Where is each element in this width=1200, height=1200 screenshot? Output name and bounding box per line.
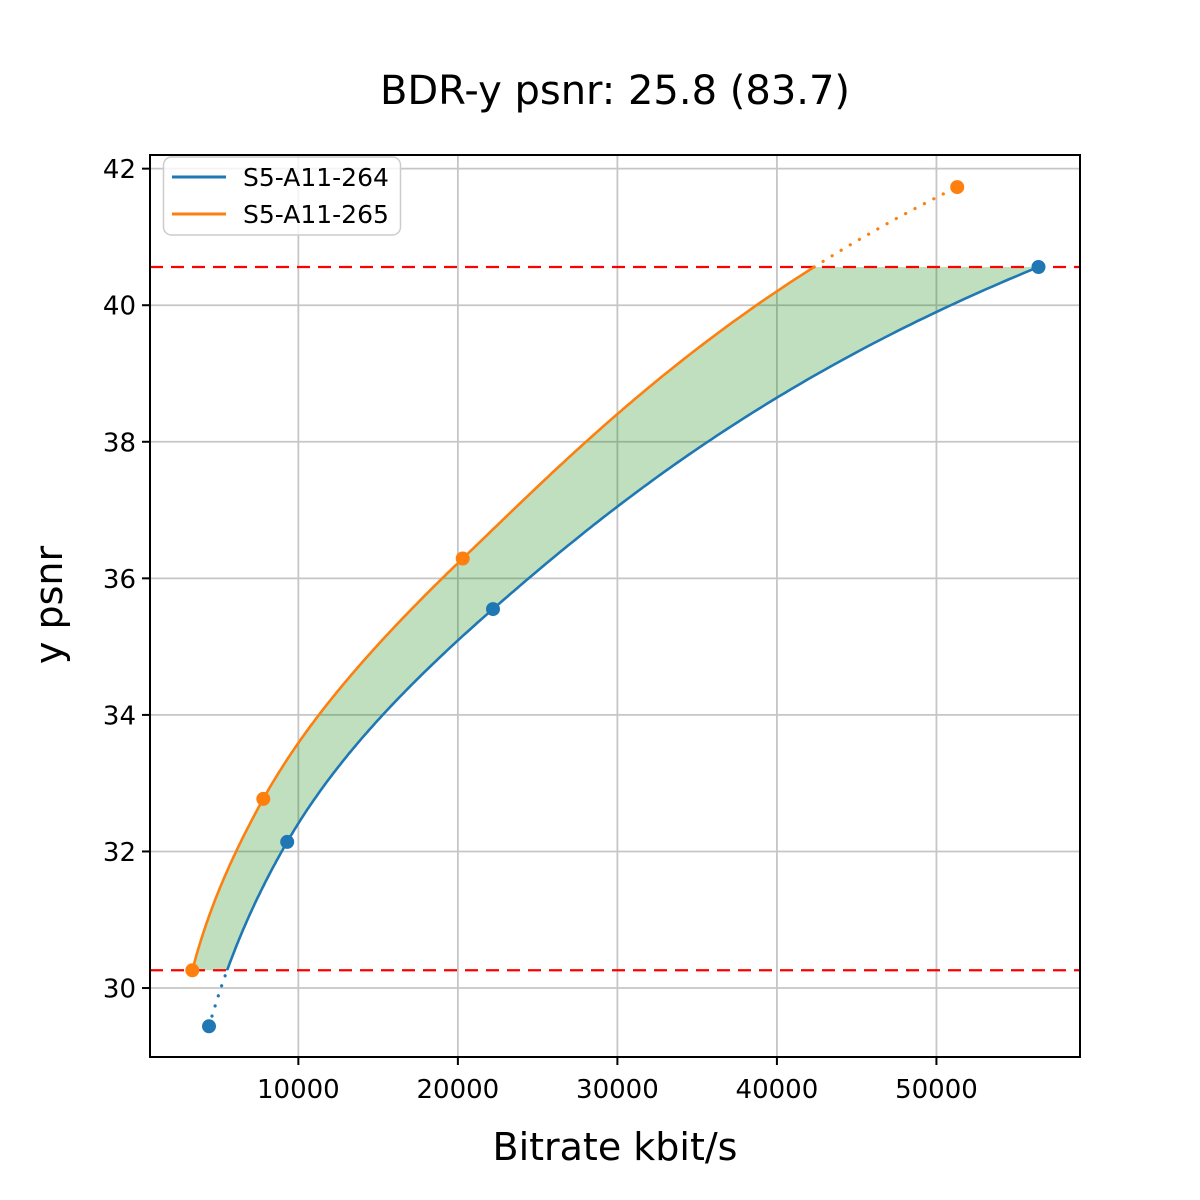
psnr-bound-lines: [150, 265, 1080, 972]
legend: S5-A11-264 S5-A11-265: [162, 156, 402, 236]
y-tick-label: 36: [103, 565, 136, 595]
x-tick-label: 50000: [895, 1075, 978, 1105]
x-tick-label: 10000: [257, 1075, 340, 1105]
y-tick-label: 32: [103, 838, 136, 868]
rd-curve-dotted-S5-A11-265: [812, 185, 959, 269]
data-point-S5-A11-264: [202, 1019, 216, 1034]
data-point-S5-A11-264: [280, 834, 295, 849]
data-point-S5-A11-264: [1031, 260, 1046, 274]
y-tick-label: 38: [103, 428, 136, 458]
y-tick-label: 34: [103, 701, 136, 731]
y-axis-label: y psnr: [27, 546, 71, 665]
chart-title: BDR-y psnr: 25.8 (83.7): [380, 68, 850, 114]
x-tick-label: 20000: [417, 1075, 500, 1105]
rd-curves: [191, 185, 1039, 1028]
axis-ticks: [142, 167, 938, 1065]
data-point-S5-A11-264: [486, 602, 500, 617]
x-tick-labels: 10000 20000 30000 40000 50000: [257, 1075, 978, 1105]
rd-curve-S5-A11-265: [191, 265, 815, 971]
data-point-S5-A11-265: [185, 963, 200, 978]
y-tick-label: 30: [103, 975, 136, 1005]
y-tick-label: 40: [103, 292, 136, 322]
bd-overlap-fill: [192, 267, 1039, 971]
legend-label-264: S5-A11-264: [243, 163, 389, 192]
y-tick-labels: 30 32 34 36 38 40 42: [103, 155, 136, 1004]
data-point-markers: [185, 180, 1046, 1034]
x-tick-label: 40000: [736, 1075, 819, 1105]
rd-curve-S5-A11-264: [225, 265, 1039, 971]
rd-curve-dotted-S5-A11-264: [207, 968, 229, 1028]
legend-label-265: S5-A11-265: [243, 200, 389, 229]
data-point-S5-A11-265: [455, 551, 470, 566]
data-point-S5-A11-265: [950, 180, 965, 195]
x-tick-label: 30000: [576, 1075, 659, 1105]
plot-border: [149, 154, 1081, 1058]
data-point-S5-A11-265: [256, 791, 271, 806]
y-tick-label: 42: [103, 155, 136, 185]
bd-overlap-region: [192, 267, 1039, 971]
x-axis-label: Bitrate kbit/s: [493, 1125, 738, 1169]
